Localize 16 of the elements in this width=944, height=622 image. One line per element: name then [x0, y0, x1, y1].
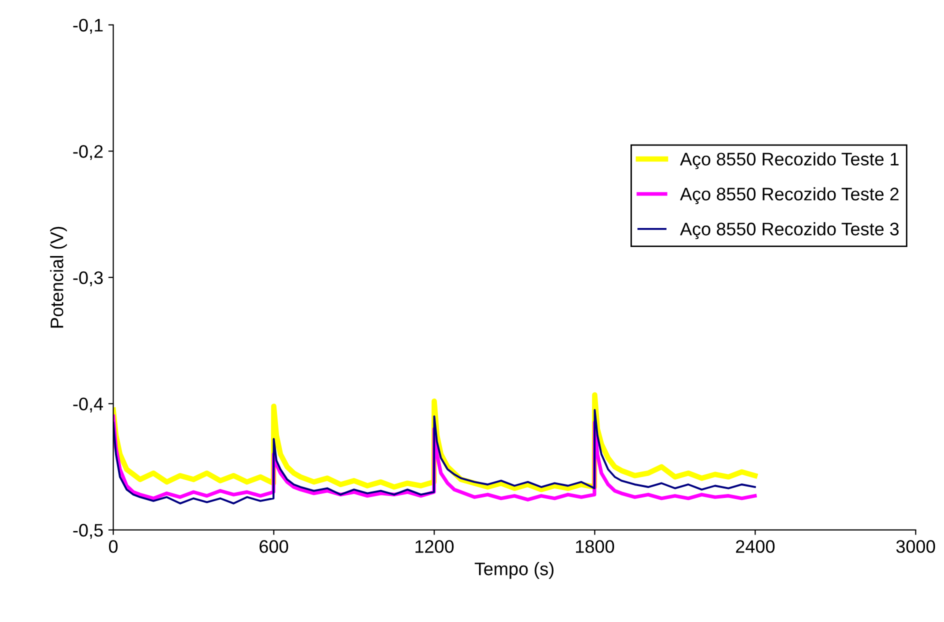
x-tick-label: 1200 — [416, 540, 454, 553]
x-axis-title: Tempo (s) — [474, 562, 554, 579]
x-tick-label: 3000 — [896, 540, 936, 553]
x-tick-label: 1800 — [576, 540, 614, 553]
x-tick-label: 0 — [108, 540, 118, 553]
y-tick-label: -0,3 — [73, 271, 103, 286]
legend-label: Aço 8550 Recozido Teste 1 — [680, 152, 899, 170]
y-tick-label: -0,4 — [73, 398, 104, 413]
legend-label: Aço 8550 Recozido Teste 3 — [680, 222, 899, 240]
y-tick-label: -0,5 — [73, 524, 103, 539]
y-axis-title: Potencial (V) — [50, 226, 67, 328]
x-tick-label: 2400 — [736, 540, 775, 553]
y-tick-label: -0,1 — [73, 18, 103, 34]
legend-label: Aço 8550 Recozido Teste 2 — [680, 187, 899, 204]
x-tick-label: 600 — [260, 540, 288, 553]
y-tick-label: -0,2 — [73, 145, 103, 160]
